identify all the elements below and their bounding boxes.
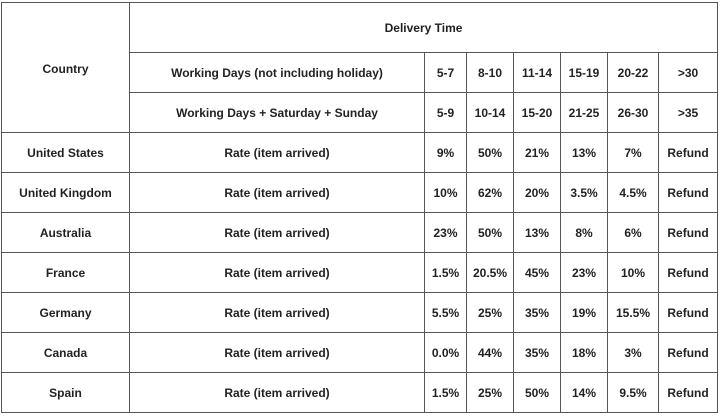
rate-value-cell: 1.5% <box>424 252 467 293</box>
table-row: Spain Rate (item arrived) 1.5% 25% 50% 14% 9.5… <box>1 372 719 413</box>
rate-value-cell: 25% <box>466 372 514 413</box>
calendar-days-range: 26-30 <box>607 92 659 133</box>
metric-cell: Rate (item arrived) <box>129 372 425 413</box>
rate-value-cell: 50% <box>466 132 514 173</box>
rate-value-cell: 5.5% <box>424 292 467 333</box>
rate-value-cell: 20% <box>513 172 561 213</box>
header-row-working-days: Working Days (not including holiday) 5-7… <box>2 52 719 93</box>
calendar-days-range: 21-25 <box>560 92 608 133</box>
rate-value-cell: 4.5% <box>607 172 659 213</box>
rate-value-cell: 3.5% <box>560 172 608 213</box>
rate-value-cell: 35% <box>513 332 561 373</box>
calendar-days-label: Working Days + Saturday + Sunday <box>129 92 425 133</box>
delivery-time-table: Country Delivery Time Working Days (not … <box>1 2 719 413</box>
working-days-range: 15-19 <box>560 52 608 93</box>
rate-value-cell: 14% <box>560 372 608 413</box>
rate-value-cell: 20.5% <box>466 252 514 293</box>
rate-value-cell: 10% <box>607 252 659 293</box>
calendar-days-range: 10-14 <box>466 92 514 133</box>
table-row: United Kingdom Rate (item arrived) 10% 62% 2… <box>1 172 719 213</box>
rate-value-cell: 50% <box>513 372 561 413</box>
metric-cell: Rate (item arrived) <box>129 212 425 253</box>
metric-cell: Rate (item arrived) <box>129 132 425 173</box>
table-row: United States Rate (item arrived) 9% 50% 21%… <box>1 132 719 173</box>
country-cell: United Kingdom <box>1 172 130 213</box>
rate-value-cell: 9.5% <box>607 372 659 413</box>
rate-value-cell: 25% <box>466 292 514 333</box>
header-row-calendar-days: Working Days + Saturday + Sunday 5-9 10-… <box>2 92 719 133</box>
country-cell: France <box>1 252 130 293</box>
rate-value-cell: 7% <box>607 132 659 173</box>
country-cell: Canada <box>1 332 130 373</box>
rate-value-cell: 9% <box>424 132 467 173</box>
country-cell: Australia <box>1 212 130 253</box>
table-row: Germany Rate (item arrived) 5.5% 25% 35% 19% 1… <box>1 292 719 333</box>
working-days-range: 5-7 <box>424 52 467 93</box>
country-header: Country <box>1 2 130 133</box>
country-cell: United States <box>1 132 130 173</box>
rate-value-cell: Refund <box>657 292 719 333</box>
rate-value-cell: 23% <box>424 212 467 253</box>
rate-value-cell: 62% <box>466 172 514 213</box>
delivery-time-header: Delivery Time <box>128 2 719 53</box>
rate-value-cell: 45% <box>513 252 561 293</box>
rate-value-cell: Refund <box>657 332 719 373</box>
rate-value-cell: 19% <box>560 292 608 333</box>
rate-value-cell: 6% <box>607 212 659 253</box>
table-row: Canada Rate (item arrived) 0.0% 44% 35% 18% 3%… <box>1 332 719 373</box>
country-cell: Spain <box>1 372 130 413</box>
rate-value-cell: 10% <box>424 172 467 213</box>
rate-value-cell: 18% <box>560 332 608 373</box>
country-cell: Germany <box>1 292 130 333</box>
rate-value-cell: 44% <box>466 332 514 373</box>
calendar-days-range: 5-9 <box>424 92 467 133</box>
working-days-range: 20-22 <box>607 52 659 93</box>
rate-value-cell: Refund <box>657 372 719 413</box>
rate-value-cell: Refund <box>657 252 719 293</box>
rate-value-cell: 23% <box>560 252 608 293</box>
rate-value-cell: Refund <box>657 212 719 253</box>
rate-value-cell: Refund <box>657 132 719 173</box>
rate-value-cell: 15.5% <box>607 292 659 333</box>
rate-value-cell: 13% <box>560 132 608 173</box>
working-days-label: Working Days (not including holiday) <box>129 52 425 93</box>
rate-value-cell: 1.5% <box>424 372 467 413</box>
metric-cell: Rate (item arrived) <box>129 292 425 333</box>
rate-value-cell: 21% <box>513 132 561 173</box>
working-days-range: >30 <box>657 52 719 93</box>
calendar-days-range: >35 <box>657 92 719 133</box>
rate-value-cell: Refund <box>657 172 719 213</box>
table-row: Australia Rate (item arrived) 23% 50% 13% 8% 6… <box>1 212 719 253</box>
working-days-range: 11-14 <box>513 52 561 93</box>
metric-cell: Rate (item arrived) <box>129 252 425 293</box>
metric-cell: Rate (item arrived) <box>129 172 425 213</box>
table-row: France Rate (item arrived) 1.5% 20.5% 45% 23%… <box>1 252 719 293</box>
rate-value-cell: 0.0% <box>424 332 467 373</box>
rate-value-cell: 8% <box>560 212 608 253</box>
working-days-range: 8-10 <box>466 52 514 93</box>
rate-value-cell: 13% <box>513 212 561 253</box>
rate-value-cell: 35% <box>513 292 561 333</box>
rate-value-cell: 3% <box>607 332 659 373</box>
calendar-days-range: 15-20 <box>513 92 561 133</box>
header-row-delivery-time: Country Delivery Time <box>1 2 719 133</box>
rate-value-cell: 50% <box>466 212 514 253</box>
metric-cell: Rate (item arrived) <box>129 332 425 373</box>
